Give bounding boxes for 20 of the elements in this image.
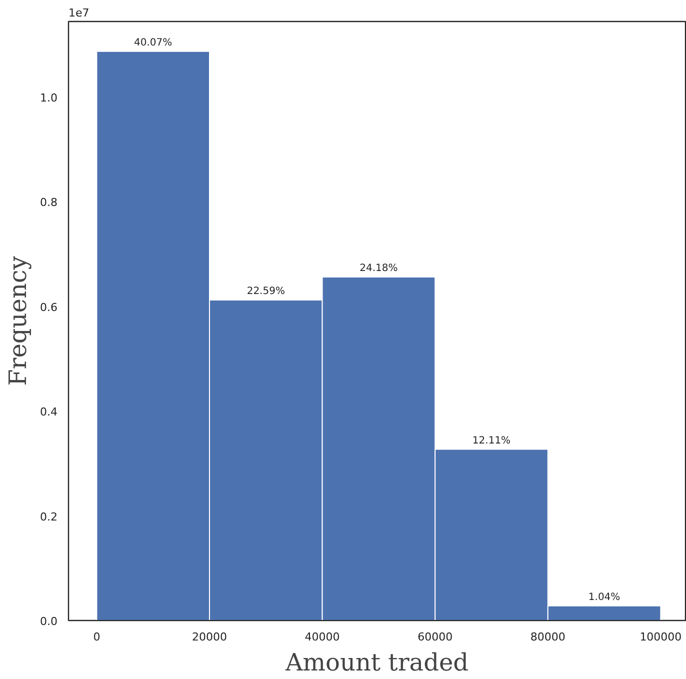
text: 1e7: [68, 6, 90, 20]
y-axis-title: Frequency: [4, 256, 32, 386]
y-tick-label: 0.0: [40, 615, 58, 628]
y-tick-label: 1.0: [40, 91, 58, 104]
x-tick-label: 0: [93, 630, 100, 644]
x-axis-title: Amount traded: [284, 648, 469, 676]
annotation: 22.59%: [246, 286, 285, 298]
y-tick-label: 0.6: [40, 300, 58, 314]
y-tick-label: 0.4: [40, 406, 58, 419]
annotation: 40.07%: [134, 37, 172, 48]
annotation: 12.11%: [472, 435, 511, 446]
x-tick-label: 60000: [418, 630, 453, 644]
annotation: 1.04%: [588, 592, 620, 603]
x-tick-label: 40000: [304, 630, 340, 644]
x-tick-label: 80000: [530, 630, 566, 644]
annotation: 24.18%: [360, 263, 398, 274]
x-tick-label: 100000: [640, 630, 682, 644]
y-tick-label: 0.8: [40, 196, 58, 210]
x-tick-label: 20000: [192, 630, 227, 644]
y-tick-label: 0.2: [40, 510, 58, 524]
